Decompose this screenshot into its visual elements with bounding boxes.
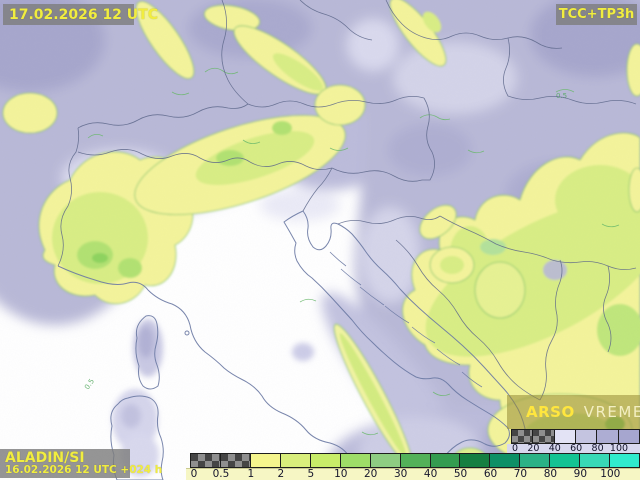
scale-tick-label: 2: [277, 468, 285, 480]
scale-tick-label: 90: [573, 468, 588, 480]
cloud-cover-colorbar-ticks: 0 20 40 60 80 100: [507, 444, 640, 455]
model-name-text: ALADIN/SI: [5, 449, 85, 466]
agency-name-text: ARSO: [526, 403, 575, 421]
precipitation-colorbar: [190, 453, 640, 468]
scale-tick-label: 80: [591, 443, 604, 454]
scale-cell: [580, 454, 611, 467]
scale-cell: [340, 454, 371, 467]
scale-cell: [533, 430, 555, 443]
scale-tick-label: 80: [543, 468, 558, 480]
scale-tick-label: 100: [600, 468, 621, 480]
cloud-cover-colorbar: [511, 429, 640, 444]
product-text: TCC+TP3h: [558, 7, 635, 22]
scale-tick-label: 20: [364, 468, 378, 480]
scale-cell: [618, 430, 639, 443]
scale-tick-label: 0: [511, 443, 519, 454]
scale-cell: [250, 454, 281, 467]
scale-cell: [370, 454, 401, 467]
valid-time-text: 17.02.2026 12 UTC: [9, 6, 158, 23]
model-info-label: ALADIN/SI 16.02.2026 12 UTC +024 h: [0, 449, 162, 478]
scale-tick-label: 30: [393, 468, 408, 480]
scale-cell: [191, 454, 221, 467]
scale-cell: [610, 454, 640, 467]
scale-cell: [400, 454, 431, 467]
product-label: TCC+TP3h: [556, 4, 637, 25]
scale-cell: [554, 430, 576, 443]
scale-tick-label: 40: [423, 468, 438, 480]
scale-tick-label: 20: [527, 443, 540, 454]
country-borders: [57, 0, 637, 401]
scale-cell: [430, 454, 461, 467]
scale-cell: [597, 430, 619, 443]
scale-tick-label: 60: [570, 443, 583, 454]
scale-cell: [512, 430, 534, 443]
scale-tick-label: 70: [513, 468, 528, 480]
precipitation-colorbar-ticks: 0 0.5 1 2 5 10 20 30 40 50 60 70 80 90 100: [186, 468, 640, 480]
scale-tick-label: 40: [548, 443, 561, 454]
scale-cell: [280, 454, 311, 467]
scale-cell: [220, 454, 251, 467]
scale-cell: [575, 430, 598, 443]
scale-tick-label: 0: [190, 468, 198, 480]
valid-time-label: 17.02.2026 12 UTC: [3, 4, 158, 25]
scale-tick-label: 5: [307, 468, 315, 480]
scale-tick-label: 50: [453, 468, 468, 480]
scale-tick-label: 0.5: [212, 468, 230, 480]
scale-cell: [490, 454, 521, 467]
scale-cell: [310, 454, 341, 467]
scale-cell: [520, 454, 551, 467]
model-run-text: 16.02.2026 12 UTC +024 h: [5, 464, 163, 477]
scale-cell: [550, 454, 581, 467]
scale-tick-label: 60: [483, 468, 498, 480]
service-name-text: VREME: [583, 403, 640, 421]
scale-tick-label: 10: [334, 468, 348, 480]
arso-vreme-watermark: ARSO VREME: [507, 395, 640, 429]
scale-cell: [460, 454, 491, 467]
scale-tick-label: 1: [247, 468, 255, 480]
scale-tick-label: 100: [609, 443, 629, 454]
